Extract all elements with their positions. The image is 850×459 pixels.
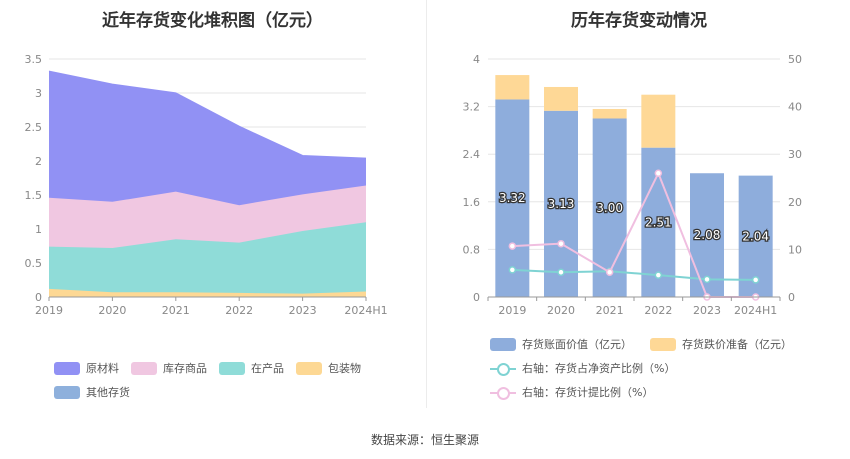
left-y-tick: 3: [35, 87, 42, 100]
legend-label: 库存商品: [163, 362, 207, 375]
left-x-tick: 2020: [98, 304, 126, 317]
legend-swatch: [490, 337, 516, 351]
bar-provision: [641, 94, 676, 148]
data-source: 数据来源：恒生聚源: [370, 433, 479, 447]
right-legend-item[interactable]: 右轴：存货计提比例（%）: [490, 384, 653, 400]
legend-swatch: [54, 385, 80, 399]
bar-data-label: 2.04: [742, 229, 769, 243]
left-y-tick: 1.5: [25, 189, 43, 202]
line-point: [654, 271, 663, 279]
line-point: [508, 242, 517, 250]
line-point: [703, 275, 711, 284]
right-y-tick: 0.8: [463, 243, 481, 256]
right-y2-tick: 20: [788, 196, 802, 209]
bar-data-label: 2.51: [645, 215, 672, 229]
left-x-tick: 2019: [35, 304, 63, 317]
left-y-tick: 1: [35, 223, 42, 236]
left-legend-item[interactable]: 原材料: [54, 360, 119, 376]
legend-label: 右轴：存货占净资产比例（%）: [522, 362, 676, 375]
right-y2-tick: 40: [788, 101, 802, 114]
legend-swatch: [54, 361, 80, 375]
right-y-tick: 2.4: [463, 148, 481, 161]
bar-data-label: 3.00: [596, 201, 623, 215]
left-x-tick: 2022: [225, 304, 253, 317]
line-point: [557, 268, 565, 276]
right-y2-tick: 50: [788, 53, 802, 66]
bar-data-label: 3.32: [499, 191, 526, 205]
bar-data-label: 3.13: [548, 197, 575, 211]
right-x-tick: 2022: [644, 304, 672, 317]
legend-label: 包装物: [328, 362, 361, 375]
line-inventory-ratio: [512, 268, 756, 281]
right-x-tick: 2024H1: [734, 304, 777, 317]
right-y-tick: 4: [473, 53, 480, 66]
legend-label: 在产品: [251, 362, 284, 375]
area-在产品: [49, 222, 366, 294]
right-x-tick: 2021: [596, 304, 624, 317]
right-y2-tick: 30: [788, 148, 802, 161]
panel-divider: [426, 0, 427, 408]
line-point: [654, 169, 663, 177]
left-y-tick: 3.5: [25, 53, 43, 66]
stacked-area-panel: 近年存货变化堆积图（亿元） 0 0.5 1 1.5 2 2.5 3 3.5 2019 2020 20…: [0, 0, 425, 410]
left-y-tick: 2.5: [25, 121, 43, 134]
bar-data-label: 2.08: [694, 228, 721, 242]
bar-provision: [495, 75, 530, 100]
legend-swatch: [650, 337, 676, 351]
stacked-area-chart: 0 0.5 1 1.5 2 2.5 3 3.5 2019 2020 2021 2022 2023 2024…: [25, 53, 388, 317]
legend-label: 存货账面价值（亿元）: [522, 338, 632, 351]
left-y-tick: 0.5: [25, 257, 43, 270]
line-point: [508, 266, 517, 274]
legend-swatch: [219, 361, 245, 375]
right-y-tick: 0: [473, 291, 480, 304]
inventory-change-panel: 历年存货变动情况 0 0.8 1.6 2.4 3.2 4 0 10 20 30 40 50 3.32 3.…: [428, 0, 850, 410]
area-原材料: [49, 71, 366, 206]
left-legend-item[interactable]: 包装物: [296, 360, 361, 376]
legend-label: 原材料: [86, 362, 119, 375]
right-x-tick: 2019: [498, 304, 526, 317]
legend-label: 右轴：存货计提比例（%）: [522, 386, 654, 399]
legend-label: 存货跌价准备（亿元）: [682, 338, 792, 351]
right-legend-item[interactable]: 右轴：存货占净资产比例（%）: [490, 360, 675, 376]
right-x-tick: 2020: [547, 304, 575, 317]
left-y-tick: 2: [35, 155, 42, 168]
left-x-tick: 2023: [289, 304, 317, 317]
legend-swatch: [296, 361, 322, 375]
legend-swatch: [490, 362, 516, 376]
legend-swatch: [490, 386, 516, 400]
left-legend-item[interactable]: 库存商品: [131, 360, 207, 376]
legend-label: 其他存货: [86, 386, 130, 399]
left-x-tick: 2021: [162, 304, 190, 317]
right-y2-tick: 10: [788, 243, 802, 256]
legend-swatch: [131, 361, 157, 375]
left-x-tick: 2024H1: [344, 304, 387, 317]
right-y-tick: 1.6: [463, 196, 481, 209]
area-库存商品: [49, 185, 366, 249]
right-legend-item[interactable]: 存货跌价准备（亿元）: [650, 336, 792, 352]
area-edge-原材料: [48, 70, 367, 159]
right-legend-item[interactable]: 存货账面价值（亿元）: [490, 336, 632, 352]
bar-book-value: [592, 118, 627, 297]
bar-book-value: [495, 99, 530, 298]
left-y-tick: 0: [35, 291, 42, 304]
line-point: [557, 239, 565, 248]
left-legend-item[interactable]: 其他存货: [54, 384, 130, 400]
bar-provision: [544, 86, 578, 111]
right-x-tick: 2023: [693, 304, 721, 317]
right-y2-tick: 0: [788, 291, 795, 304]
bar-book-value: [544, 110, 578, 297]
left-legend-item[interactable]: 在产品: [219, 360, 284, 376]
bar-provision: [592, 108, 627, 119]
left-chart-title: 近年存货变化堆积图（亿元）: [102, 11, 323, 31]
right-y-tick: 3.2: [463, 101, 481, 114]
right-chart-title: 历年存货变动情况: [571, 11, 707, 31]
line-point: [751, 276, 760, 284]
line-point: [605, 268, 614, 276]
